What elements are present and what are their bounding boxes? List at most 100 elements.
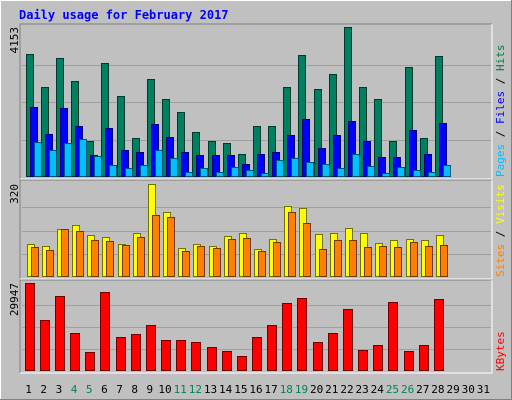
x-tick-label: 4 xyxy=(71,383,78,396)
bar-sites-day-14 xyxy=(228,239,236,277)
x-tick-label: 9 xyxy=(147,383,154,396)
bar-kbytes-day-10 xyxy=(161,340,171,371)
bar-kbytes-day-8 xyxy=(131,334,141,371)
bar-pages-day-2 xyxy=(49,150,57,177)
bar-kbytes-day-7 xyxy=(116,337,126,371)
x-tick-label: 6 xyxy=(101,383,108,396)
x-tick-label: 2 xyxy=(40,383,47,396)
x-tick-label: 31 xyxy=(477,383,490,396)
panel-kbytes-ymax-label: 29947 xyxy=(8,283,21,316)
bar-kbytes-day-1 xyxy=(25,283,35,371)
panel-visits-ymax-label: 320 xyxy=(8,184,21,204)
x-tick-label: 14 xyxy=(219,383,233,396)
bar-pages-day-14 xyxy=(231,167,239,177)
x-tick-label: 24 xyxy=(371,383,385,396)
series-sites xyxy=(31,212,448,277)
bar-kbytes-day-18 xyxy=(282,303,292,371)
bar-pages-day-7 xyxy=(125,168,133,177)
bar-kbytes-day-27 xyxy=(419,345,429,371)
bar-pages-day-24 xyxy=(382,173,390,177)
legend-entry: Visits xyxy=(494,184,507,224)
bar-sites-day-20 xyxy=(319,249,327,277)
panel-kbytes-legend: KBytes xyxy=(494,331,507,371)
bar-pages-day-11 xyxy=(185,172,193,177)
panel-hits: 4153 Pages / Files / Hits xyxy=(8,23,507,180)
legend-entry: Sites xyxy=(494,244,507,277)
bar-sites-day-25 xyxy=(394,247,402,277)
bar-sites-day-7 xyxy=(122,245,130,277)
x-tick-label: 20 xyxy=(310,383,323,396)
bar-pages-day-15 xyxy=(246,170,254,177)
bar-kbytes-day-24 xyxy=(373,345,383,371)
bar-sites-day-27 xyxy=(425,246,433,277)
bar-kbytes-day-19 xyxy=(297,298,307,371)
bar-pages-day-3 xyxy=(64,143,72,177)
bar-sites-day-16 xyxy=(258,251,266,277)
bar-pages-day-27 xyxy=(428,172,436,177)
chart-title: Daily usage for February 2017 xyxy=(19,8,229,22)
bar-sites-day-24 xyxy=(379,246,387,277)
x-tick-label: 12 xyxy=(189,383,202,396)
series-pages xyxy=(34,139,451,177)
bar-pages-day-26 xyxy=(413,170,421,177)
panel-hits-bevel-dark xyxy=(19,23,492,179)
bar-kbytes-day-26 xyxy=(404,351,414,371)
bar-kbytes-day-5 xyxy=(85,352,95,371)
bar-files-day-26 xyxy=(409,130,417,177)
bar-kbytes-day-23 xyxy=(358,350,368,371)
bar-pages-day-21 xyxy=(337,168,345,177)
bar-sites-day-6 xyxy=(106,241,114,277)
x-tick-label: 21 xyxy=(325,383,338,396)
x-tick-label: 13 xyxy=(204,383,217,396)
bar-pages-day-23 xyxy=(367,166,375,177)
bar-kbytes-day-12 xyxy=(191,342,201,371)
x-tick-label: 26 xyxy=(401,383,414,396)
x-tick-label: 19 xyxy=(295,383,308,396)
panel-visits-bevel-dark xyxy=(19,179,492,279)
bar-pages-day-9 xyxy=(155,150,163,177)
x-tick-label: 17 xyxy=(265,383,278,396)
bar-kbytes-day-14 xyxy=(222,351,232,371)
bar-sites-day-2 xyxy=(46,250,54,277)
x-tick-label: 7 xyxy=(116,383,123,396)
bar-sites-day-12 xyxy=(197,246,205,277)
bar-kbytes-day-3 xyxy=(55,296,65,371)
legend-entry: / xyxy=(494,71,507,91)
bar-pages-day-6 xyxy=(109,165,117,177)
bar-sites-day-19 xyxy=(303,223,311,277)
bar-kbytes-day-2 xyxy=(40,320,50,371)
bar-pages-day-18 xyxy=(291,158,299,177)
panel-hits-bevel-light xyxy=(20,24,493,180)
bar-kbytes-day-17 xyxy=(267,325,277,371)
bar-pages-day-10 xyxy=(170,158,178,177)
bar-sites-day-4 xyxy=(76,231,84,277)
panel-kbytes-bevel-dark xyxy=(19,279,492,373)
bar-sites-day-22 xyxy=(349,240,357,277)
panel-visits-legend: Sites / Visits xyxy=(494,184,507,277)
series-kbytes xyxy=(25,283,444,371)
bar-sites-day-9 xyxy=(152,215,160,277)
x-tick-label: 28 xyxy=(431,383,444,396)
panel-visits: 320 Sites / Visits xyxy=(8,179,507,280)
x-tick-label: 8 xyxy=(131,383,138,396)
bar-kbytes-day-25 xyxy=(388,302,398,371)
bar-kbytes-day-11 xyxy=(176,340,186,371)
bar-sites-day-23 xyxy=(364,247,372,277)
panel-hits-legend: Pages / Files / Hits xyxy=(494,45,507,178)
bar-sites-day-18 xyxy=(288,212,296,277)
panel-kbytes: 29947 KBytes xyxy=(8,279,507,374)
x-tick-label: 30 xyxy=(462,383,475,396)
x-tick-label: 29 xyxy=(446,383,459,396)
x-tick-label: 27 xyxy=(416,383,429,396)
legend-entry: Files xyxy=(494,91,507,124)
panel-visits-bevel-light xyxy=(20,180,493,280)
bar-kbytes-day-21 xyxy=(328,333,338,371)
bar-sites-day-11 xyxy=(182,251,190,277)
x-axis-labels: 1 2 3 4 5 6 7 8 9 10 11 12 13 14 15 16 17 18 19 20 21 22 23 24 2… xyxy=(25,383,490,396)
bar-kbytes-day-16 xyxy=(252,337,262,371)
bar-pages-day-1 xyxy=(34,142,42,177)
bar-kbytes-day-13 xyxy=(207,347,217,371)
bar-pages-day-28 xyxy=(443,165,451,177)
bar-pages-day-17 xyxy=(276,160,284,177)
x-tick-label: 11 xyxy=(174,383,187,396)
